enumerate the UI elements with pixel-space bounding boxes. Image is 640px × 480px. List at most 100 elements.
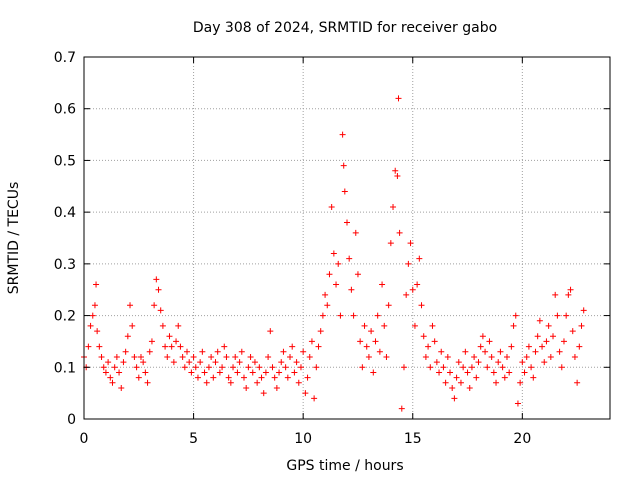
data-point bbox=[462, 348, 469, 355]
data-point bbox=[267, 328, 274, 335]
data-point bbox=[201, 369, 208, 376]
data-point bbox=[284, 374, 291, 381]
data-point bbox=[293, 359, 300, 366]
y-tick-label: 0.6 bbox=[54, 102, 76, 118]
data-point bbox=[276, 369, 283, 376]
data-point bbox=[466, 384, 473, 391]
data-point bbox=[479, 333, 486, 340]
data-point bbox=[451, 395, 458, 402]
data-point bbox=[223, 353, 230, 360]
data-point bbox=[471, 353, 478, 360]
data-point bbox=[547, 353, 554, 360]
data-point bbox=[514, 400, 521, 407]
data-point bbox=[131, 353, 138, 360]
data-point bbox=[449, 384, 456, 391]
data-point bbox=[319, 312, 326, 319]
data-point bbox=[326, 271, 333, 278]
data-point bbox=[523, 353, 530, 360]
y-tick-label: 0.3 bbox=[54, 257, 76, 273]
data-point bbox=[192, 364, 199, 371]
data-point bbox=[151, 302, 158, 309]
data-point bbox=[140, 359, 147, 366]
data-point bbox=[453, 374, 460, 381]
data-point bbox=[247, 353, 254, 360]
data-point bbox=[146, 348, 153, 355]
data-point bbox=[493, 379, 500, 386]
data-point bbox=[105, 359, 112, 366]
data-point bbox=[91, 302, 98, 309]
data-point bbox=[477, 343, 484, 350]
y-tick-label: 0.2 bbox=[54, 309, 76, 325]
data-point bbox=[205, 364, 212, 371]
data-point bbox=[188, 369, 195, 376]
data-point bbox=[416, 255, 423, 262]
data-point bbox=[530, 374, 537, 381]
data-point bbox=[429, 322, 436, 329]
data-point bbox=[159, 322, 166, 329]
data-point bbox=[506, 369, 513, 376]
data-point bbox=[324, 302, 331, 309]
x-tick-label: 15 bbox=[404, 431, 422, 447]
data-point bbox=[344, 219, 350, 226]
data-point bbox=[133, 364, 140, 371]
data-point bbox=[550, 333, 557, 340]
data-point bbox=[337, 312, 344, 319]
data-point bbox=[148, 338, 155, 345]
data-point bbox=[341, 188, 348, 195]
data-point bbox=[278, 359, 285, 366]
data-point bbox=[436, 369, 443, 376]
data-point bbox=[536, 317, 543, 324]
data-point bbox=[124, 333, 131, 340]
data-point bbox=[379, 281, 386, 288]
data-point bbox=[297, 364, 304, 371]
data-point bbox=[333, 281, 340, 288]
x-tick-label: 5 bbox=[189, 431, 198, 447]
x-tick-labels: 0 5 10 15 20 bbox=[80, 431, 532, 447]
data-point bbox=[234, 369, 241, 376]
x-tick-label: 10 bbox=[294, 431, 312, 447]
data-point bbox=[447, 369, 454, 376]
data-point bbox=[499, 364, 506, 371]
data-point bbox=[177, 343, 184, 350]
data-point bbox=[438, 348, 445, 355]
y-tick-label: 0.5 bbox=[54, 153, 76, 169]
data-point bbox=[368, 328, 375, 335]
data-point bbox=[569, 328, 576, 335]
data-point bbox=[460, 364, 467, 371]
data-point bbox=[400, 364, 407, 371]
data-point bbox=[199, 348, 206, 355]
data-point bbox=[510, 322, 517, 329]
data-point bbox=[144, 379, 151, 386]
data-point bbox=[512, 312, 519, 319]
data-point bbox=[273, 384, 280, 391]
data-point bbox=[313, 364, 320, 371]
data-point bbox=[168, 343, 175, 350]
data-point bbox=[98, 353, 105, 360]
data-point bbox=[315, 343, 322, 350]
data-point bbox=[335, 260, 342, 267]
data-point bbox=[89, 312, 96, 319]
data-point bbox=[403, 291, 410, 298]
x-tick-label: 20 bbox=[513, 431, 531, 447]
x-tick-label: 0 bbox=[80, 431, 89, 447]
data-point bbox=[212, 359, 219, 366]
data-point bbox=[348, 286, 355, 293]
data-point bbox=[482, 348, 489, 355]
data-point bbox=[519, 359, 526, 366]
data-point bbox=[194, 374, 201, 381]
data-point bbox=[405, 260, 412, 267]
data-point bbox=[96, 343, 103, 350]
data-point bbox=[488, 353, 495, 360]
data-point bbox=[219, 364, 226, 371]
data-point bbox=[328, 203, 335, 210]
data-point bbox=[567, 286, 574, 293]
data-point bbox=[352, 229, 359, 236]
data-point bbox=[370, 369, 377, 376]
data-point bbox=[256, 364, 263, 371]
data-point bbox=[262, 369, 269, 376]
data-point bbox=[208, 353, 215, 360]
data-point bbox=[354, 271, 361, 278]
data-point bbox=[387, 240, 394, 247]
data-point bbox=[308, 338, 315, 345]
data-point bbox=[365, 353, 372, 360]
